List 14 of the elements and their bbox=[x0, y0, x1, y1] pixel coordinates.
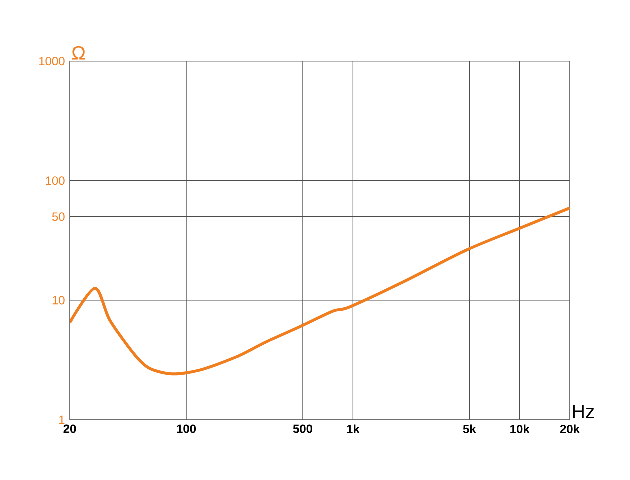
x-tick-label: 500 bbox=[293, 424, 313, 434]
y-axis-title: Ω bbox=[72, 46, 86, 60]
y-tick-label: 10 bbox=[52, 296, 65, 305]
x-tick-label: 20k bbox=[560, 424, 580, 434]
x-tick-label: 20 bbox=[64, 424, 76, 434]
x-axis-title: Hz bbox=[573, 405, 594, 418]
y-tick-label: 1000 bbox=[40, 57, 65, 66]
x-tick-label: 5k bbox=[463, 424, 476, 434]
y-tick-label: 1 bbox=[60, 416, 65, 424]
x-tick-label: 1k bbox=[347, 424, 360, 434]
x-tick-label: 10k bbox=[510, 424, 530, 434]
y-tick-label: 100 bbox=[46, 176, 65, 186]
x-tick-label: 100 bbox=[177, 424, 196, 434]
y-tick-label: 50 bbox=[52, 212, 65, 222]
